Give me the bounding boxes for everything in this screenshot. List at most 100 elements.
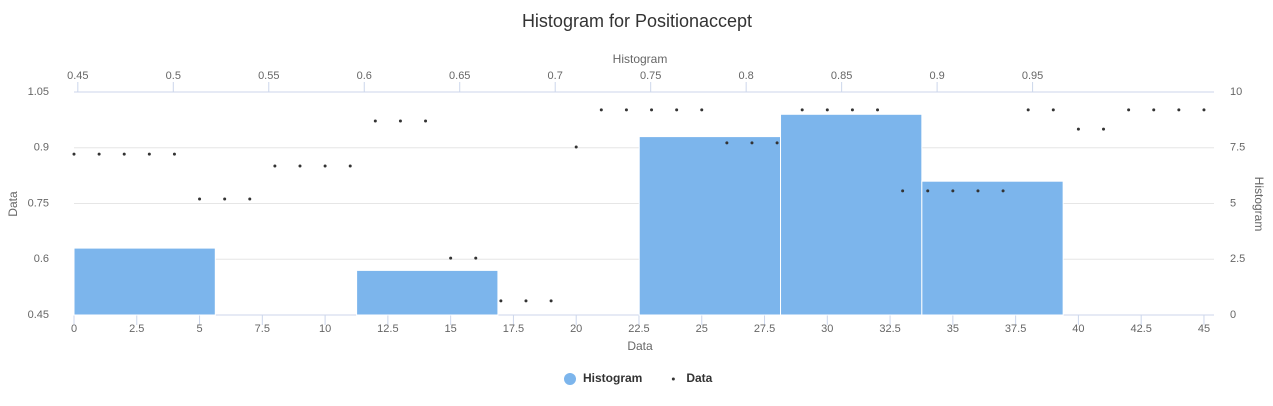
- data-point: [298, 164, 302, 168]
- data-point: [97, 152, 101, 156]
- y2-tick-label: 0: [1230, 309, 1236, 321]
- data-point: [926, 189, 930, 193]
- data-point: [499, 299, 503, 303]
- data-point: [1202, 108, 1206, 112]
- data-point: [574, 145, 578, 149]
- data-point: [599, 108, 603, 112]
- data-point: [1152, 108, 1156, 112]
- histogram-bar: [356, 269, 499, 316]
- data-point: [1026, 108, 1030, 112]
- x-tick-label: 17.5: [503, 323, 524, 335]
- histogram-bar: [780, 113, 923, 316]
- data-point: [725, 141, 729, 145]
- x-tick-label: 35: [947, 323, 959, 335]
- y-tick-label: 0.75: [28, 197, 49, 209]
- y-axis-title: Data: [6, 191, 20, 217]
- legend-label: Data: [686, 371, 712, 385]
- data-point: [172, 152, 176, 156]
- y2-tick-label: 2.5: [1230, 253, 1245, 265]
- x-tick-label: 27.5: [754, 323, 775, 335]
- data-point: [223, 197, 227, 201]
- data-point: [976, 189, 980, 193]
- y2-tick-label: 5: [1230, 197, 1236, 209]
- y-tick-label: 0.45: [28, 309, 49, 321]
- y2-tick-label: 10: [1230, 86, 1242, 98]
- x-tick-label: 20: [570, 323, 582, 335]
- x-tick-label: 7.5: [255, 323, 270, 335]
- x2-tick-label: 0.45: [67, 70, 88, 82]
- data-point: [850, 108, 854, 112]
- data-point: [72, 152, 76, 156]
- legend-marker: [671, 377, 675, 381]
- x2-tick-label: 0.75: [640, 70, 661, 82]
- x-tick-label: 42.5: [1130, 323, 1151, 335]
- data-point: [147, 152, 151, 156]
- x2-tick-label: 0.8: [739, 70, 754, 82]
- data-point: [398, 119, 402, 123]
- x2-axis-title: Histogram: [613, 52, 668, 66]
- x-tick-label: 40: [1072, 323, 1084, 335]
- data-point: [624, 108, 628, 112]
- data-point: [424, 119, 428, 123]
- data-point: [901, 189, 905, 193]
- data-point: [248, 197, 252, 201]
- data-point: [273, 164, 277, 168]
- data-point: [675, 108, 679, 112]
- x-tick-label: 15: [445, 323, 457, 335]
- data-point: [323, 164, 327, 168]
- histogram-bar: [638, 136, 782, 316]
- data-point: [122, 152, 126, 156]
- data-point: [524, 299, 528, 303]
- x-tick-label: 45: [1198, 323, 1210, 335]
- data-point: [474, 256, 478, 260]
- data-point: [373, 119, 377, 123]
- x2-tick-label: 0.85: [831, 70, 852, 82]
- legend-label: Histogram: [583, 371, 642, 385]
- x2-tick-label: 0.9: [929, 70, 944, 82]
- data-point: [876, 108, 880, 112]
- y2-axis-title: Histogram: [1252, 177, 1266, 232]
- x2-tick-label: 0.5: [166, 70, 181, 82]
- x-tick-label: 25: [696, 323, 708, 335]
- x-tick-label: 2.5: [129, 323, 144, 335]
- legend-marker: [564, 373, 576, 385]
- data-point: [549, 299, 553, 303]
- data-point: [1177, 108, 1181, 112]
- x-tick-label: 32.5: [879, 323, 900, 335]
- histogram-bar: [73, 247, 216, 316]
- histogram-bar: [921, 180, 1064, 316]
- data-point: [348, 164, 352, 168]
- data-point: [775, 141, 779, 145]
- x-tick-label: 0: [71, 323, 77, 335]
- chart-title: Histogram for Positionaccept: [522, 11, 752, 31]
- x-axis-title: Data: [627, 339, 653, 353]
- x2-tick-label: 0.7: [548, 70, 563, 82]
- x-tick-label: 10: [319, 323, 331, 335]
- data-point: [951, 189, 955, 193]
- data-point: [449, 256, 453, 260]
- data-point: [800, 108, 804, 112]
- data-point: [700, 108, 704, 112]
- data-point: [198, 197, 202, 201]
- x2-tick-label: 0.6: [357, 70, 372, 82]
- y-tick-label: 0.9: [34, 142, 49, 154]
- data-point: [1001, 189, 1005, 193]
- data-point: [1127, 108, 1131, 112]
- x-tick-label: 37.5: [1005, 323, 1026, 335]
- y-tick-label: 0.6: [34, 253, 49, 265]
- data-point: [750, 141, 754, 145]
- x2-tick-label: 0.65: [449, 70, 470, 82]
- data-point: [1051, 108, 1055, 112]
- x2-tick-label: 0.95: [1022, 70, 1043, 82]
- x-tick-label: 22.5: [628, 323, 649, 335]
- x-tick-label: 12.5: [377, 323, 398, 335]
- data-point: [650, 108, 654, 112]
- data-point: [1102, 127, 1106, 131]
- data-point: [825, 108, 829, 112]
- y-tick-label: 1.05: [28, 86, 49, 98]
- x-tick-label: 30: [821, 323, 833, 335]
- y2-tick-label: 7.5: [1230, 142, 1245, 154]
- x2-tick-label: 0.55: [258, 70, 279, 82]
- data-point: [1076, 127, 1080, 131]
